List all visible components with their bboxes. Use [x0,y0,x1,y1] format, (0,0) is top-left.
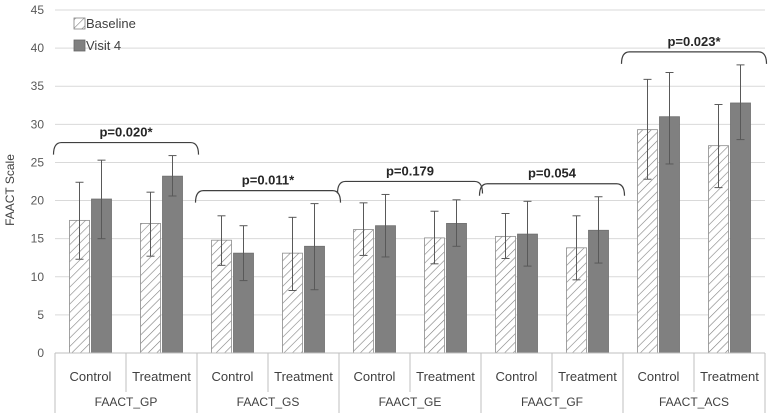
x-group-label: FAACT_ACS [659,395,729,409]
x-category-label: Treatment [558,369,617,384]
legend-swatch-visit4 [73,39,86,52]
x-category-label: Treatment [132,369,191,384]
legend-swatch-baseline [73,17,86,30]
x-category-label: Control [496,369,538,384]
y-tick-label: 35 [31,79,45,93]
pvalue-label: p=0.023* [667,34,721,49]
x-category-label: Treatment [700,369,759,384]
x-category-label: Control [70,369,112,384]
x-group-label: FAACT_GP [95,395,158,409]
pvalue-bracket [52,141,200,155]
x-group-label: FAACT_GE [379,395,442,409]
y-tick-label: 45 [31,3,45,17]
x-category-label: Treatment [416,369,475,384]
y-axis-label: FAACT Scale [3,154,17,226]
y-tick-label: 5 [37,308,44,322]
pvalue-bracket [336,180,484,194]
axes: 0 5 10 15 20 25 30 35 40 45 Control Treatment FAACT_… [31,3,766,413]
pvalue-label: p=0.011* [242,173,295,188]
bars [69,102,751,354]
pvalue-brackets: p=0.020* p=0.011* p=0.179 p=0.054 p=0.023* [52,34,768,203]
error-bars [75,64,745,291]
pvalue-bracket [194,190,342,203]
pvalue-bracket [620,51,768,64]
pvalue-label: p=0.179 [386,163,434,178]
x-category-label: Control [354,369,396,384]
y-tick-label: 10 [31,270,45,284]
y-tick-label: 40 [31,41,45,55]
x-category-label: Control [638,369,680,384]
y-tick-label: 15 [31,232,45,246]
pvalue-bracket [478,183,626,196]
x-category-label: Control [212,369,254,384]
x-group-label: FAACT_GS [237,395,300,409]
legend-label-visit4: Visit 4 [86,38,121,53]
bar-visit-4 [162,175,183,354]
legend-label-baseline: Baseline [86,16,136,31]
y-tick-label: 20 [31,194,45,208]
pvalue-label: p=0.020* [99,125,153,140]
x-group-label: FAACT_GF [521,395,583,409]
pvalue-label: p=0.054 [528,166,577,181]
x-category-label: Treatment [274,369,333,384]
y-tick-label: 25 [31,155,45,169]
legend: Baseline Visit 4 [73,16,136,53]
bar-visit-4 [730,102,751,354]
gridlines [55,9,765,316]
y-tick-label: 30 [31,117,45,131]
y-tick-label: 0 [37,346,44,360]
